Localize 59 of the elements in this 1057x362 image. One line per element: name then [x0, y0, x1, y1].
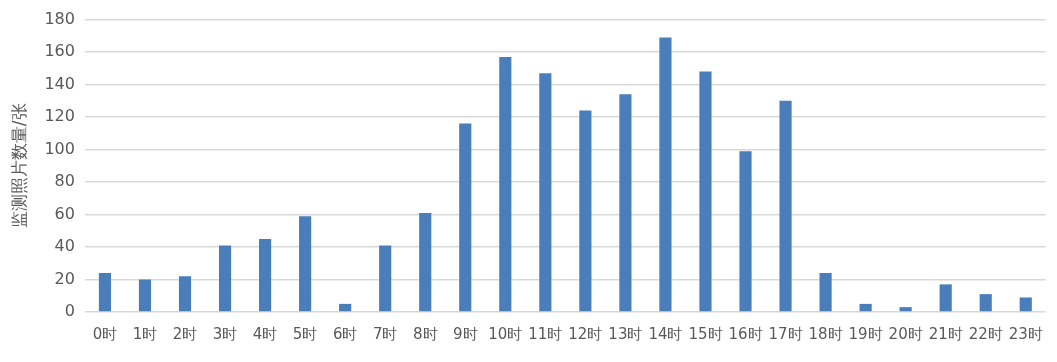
bar	[899, 307, 912, 312]
y-tick-label: 60	[54, 203, 75, 223]
y-tick-label: 40	[54, 236, 75, 256]
x-tick-label: 10时	[488, 324, 523, 343]
bar	[339, 303, 352, 312]
x-tick-label: 22时	[968, 324, 1003, 343]
x-tick-label: 9时	[452, 324, 478, 343]
x-tick-label: 20时	[888, 324, 923, 343]
x-tick-label: 21时	[928, 324, 963, 343]
bar	[259, 238, 272, 312]
x-tick-label: 16时	[728, 324, 763, 343]
x-tick-label: 11时	[528, 324, 563, 343]
bar	[739, 151, 752, 312]
x-tick-label: 4时	[252, 324, 278, 343]
x-tick-label: 2时	[172, 324, 198, 343]
bar	[859, 303, 872, 312]
y-tick-label: 100	[44, 138, 75, 158]
bar	[1019, 297, 1032, 312]
bar	[178, 276, 192, 312]
bar	[659, 37, 672, 312]
bar	[379, 245, 392, 312]
bar	[939, 284, 952, 312]
x-tick-label: 15时	[688, 324, 723, 343]
bar	[419, 212, 432, 312]
x-tick-label: 6时	[332, 324, 358, 343]
x-tick-label: 0时	[92, 324, 118, 343]
bar	[499, 56, 512, 312]
x-tick-label: 5时	[292, 324, 318, 343]
x-tick-label: 8时	[412, 324, 438, 343]
x-tick-label: 23时	[1008, 324, 1043, 343]
y-axis-title: 监测照片数量/张	[8, 103, 29, 229]
x-tick-label: 14时	[648, 324, 683, 343]
bar	[619, 94, 632, 312]
bar	[218, 245, 232, 312]
x-tick-label: 7时	[372, 324, 398, 343]
x-tick-label: 13时	[608, 324, 643, 343]
x-tick-label: 19时	[848, 324, 883, 343]
y-tick-label: 180	[44, 8, 75, 28]
x-tick-label: 17时	[768, 324, 803, 343]
bar	[138, 279, 152, 312]
bar	[539, 73, 552, 312]
y-tick-label: 140	[44, 73, 75, 93]
bar	[699, 71, 712, 312]
bar	[779, 100, 792, 312]
y-tick-label: 0	[64, 301, 75, 321]
bar	[579, 110, 592, 312]
x-tick-label: 1时	[132, 324, 158, 343]
y-tick-label: 120	[44, 106, 75, 126]
x-tick-label: 12时	[568, 324, 603, 343]
y-tick-label: 160	[44, 41, 75, 61]
bar	[459, 123, 472, 312]
y-tick-label: 80	[54, 171, 75, 191]
bar	[979, 294, 992, 312]
x-tick-label: 3时	[212, 324, 238, 343]
bar	[98, 273, 112, 312]
x-tick-label: 18时	[808, 324, 843, 343]
y-tick-label: 20	[54, 268, 75, 288]
bar	[299, 216, 312, 312]
bar	[819, 273, 832, 312]
